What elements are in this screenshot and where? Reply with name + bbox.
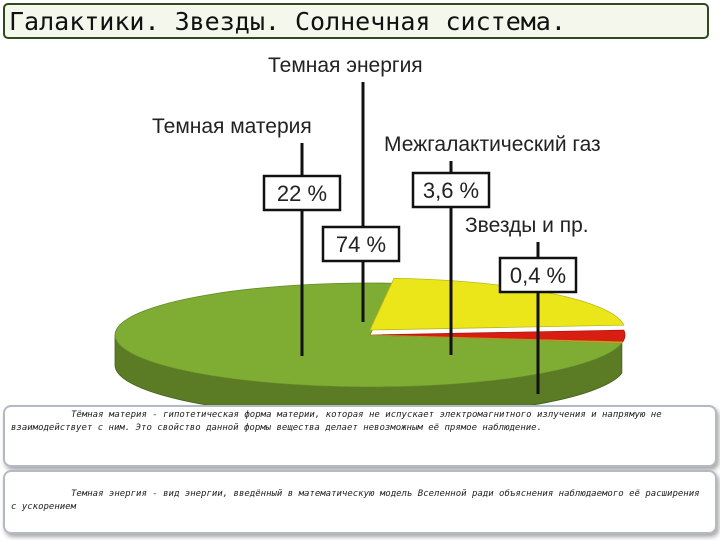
pie-slice-dark-energy [114,282,623,388]
value-box-dark-matter [262,174,342,212]
value-label-stars: 0,4 % [510,263,566,288]
value-label-intergalactic-gas: 3,6 % [423,178,479,203]
category-label-dark-energy: Темная энергия [268,54,423,77]
category-label-intergalactic-gas: Межгалактический газ [384,133,601,156]
pie-slice-dark-matter [369,277,625,331]
dark-energy-note: Темная энергия - вид энергии, введённый … [3,470,717,534]
value-box-intergalactic-gas [411,171,491,209]
page-title: Галактики. Звезды. Солнечная система. [9,7,566,36]
value-label-dark-matter: 22 % [277,181,327,206]
callout-layer: 74 % Темная энергия 22 % Темная материя 3,6 … [152,54,601,394]
category-label-stars: Звезды и пр. [465,214,589,237]
value-label-dark-energy: 74 % [336,232,386,257]
dark-energy-note-text: Темная энергия - вид энергии, введённый … [11,489,700,512]
title-bar: Галактики. Звезды. Солнечная система. [3,3,709,39]
pie-slice-stars [369,334,624,344]
category-label-dark-matter: Темная материя [152,115,312,138]
pie-layer [114,277,626,418]
value-box-dark-energy [321,225,401,263]
value-box-stars [498,256,578,294]
dark-matter-note-text: Тёмная материя - гипотетическая форма ма… [11,410,662,433]
dark-matter-note: Тёмная материя - гипотетическая форма ма… [3,405,717,467]
